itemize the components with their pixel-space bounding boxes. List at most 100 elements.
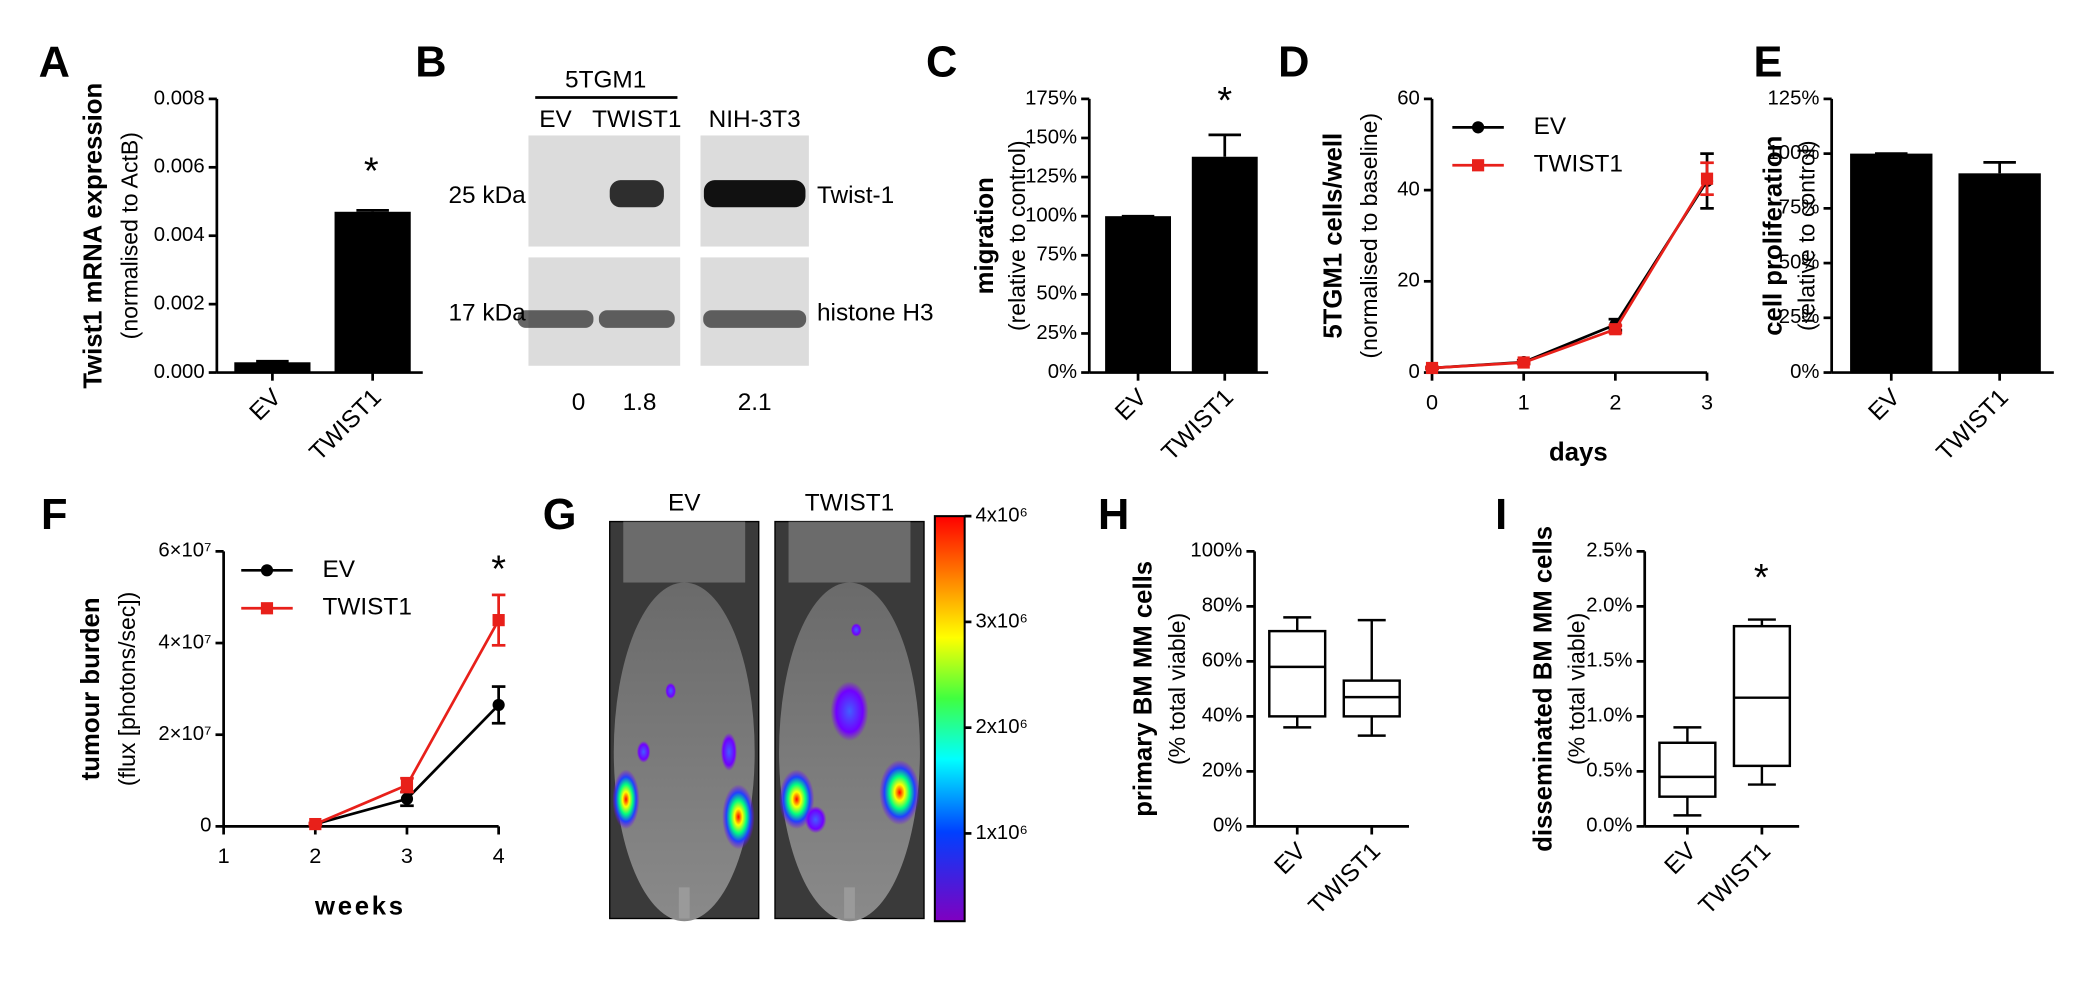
- y-tick-label: 100%: [1190, 540, 1242, 562]
- y-tick-label: 0: [200, 815, 211, 837]
- mouse-body: [779, 582, 920, 922]
- legend-marker: [1471, 121, 1485, 134]
- cage-bars: [623, 521, 746, 583]
- x-tick-label: 3: [401, 843, 413, 868]
- panel-letter: A: [39, 38, 70, 86]
- signal-spot: [636, 741, 651, 763]
- legend-label: EV: [1534, 113, 1567, 140]
- colorbar-tick-label: 2x10⁶: [975, 716, 1027, 738]
- y-tick-label: 0.006: [154, 156, 205, 178]
- y-tick-label: 0.000: [154, 361, 205, 383]
- y-tick-label: 25%: [1779, 306, 1820, 328]
- y-axis-subtitle: (normalised to ActB): [117, 132, 143, 339]
- signal-spot: [850, 623, 862, 637]
- marker: [400, 792, 414, 805]
- marker: [1517, 356, 1530, 369]
- marker: [1425, 361, 1439, 375]
- x-tick-label: TWIST1: [305, 384, 387, 466]
- y-axis-title: migration: [971, 177, 999, 294]
- y-axis-subtitle: (% total viable): [1563, 613, 1589, 765]
- mouse-body: [613, 582, 755, 922]
- mouse-tail: [844, 887, 855, 919]
- image-label: TWIST1: [805, 489, 894, 516]
- significance-mark: *: [1217, 80, 1232, 122]
- x-tick-label: EV: [1660, 837, 1703, 880]
- marker: [1700, 172, 1714, 185]
- y-tick-label: 80%: [1202, 595, 1243, 617]
- y-axis-subtitle: (flux [photons/sec]): [114, 592, 140, 786]
- marker: [492, 698, 505, 712]
- histone-band: [703, 310, 807, 328]
- protein-label: Twist-1: [817, 182, 894, 209]
- image-label: EV: [668, 489, 701, 516]
- x-tick-label: 0: [1426, 389, 1438, 414]
- y-tick-label: 40: [1397, 178, 1420, 200]
- box: [1268, 629, 1327, 718]
- y-tick-label: 150%: [1025, 126, 1077, 148]
- box: [1342, 679, 1401, 718]
- y-tick-label: 0.004: [154, 224, 205, 246]
- signal-spot: [665, 682, 677, 700]
- y-axis-title: disseminated BM MM cells: [1529, 526, 1557, 852]
- y-tick-label: 20%: [1202, 760, 1243, 782]
- y-axis-subtitle: (relative to control): [1794, 140, 1820, 331]
- y-tick-label: 0.002: [154, 293, 205, 315]
- panel-letter: B: [415, 38, 446, 86]
- marker: [492, 614, 505, 627]
- y-tick-label: 0.5%: [1586, 760, 1632, 782]
- twist-band: [703, 180, 806, 208]
- colorbar-tick-label: 3x10⁶: [975, 610, 1027, 632]
- legend-marker: [260, 564, 274, 577]
- y-tick-label: 125%: [1025, 165, 1077, 187]
- y-tick-label: 2×10⁷: [158, 723, 211, 745]
- y-tick-label: 175%: [1025, 87, 1077, 109]
- histone-band: [517, 310, 594, 328]
- twist-band: [609, 180, 664, 208]
- x-tick-label: TWIST1: [1304, 838, 1386, 920]
- colorbar-tick-label: 1x10⁶: [975, 822, 1027, 844]
- y-tick-label: 2.0%: [1586, 595, 1632, 617]
- y-tick-label: 20: [1397, 270, 1420, 292]
- bar: [1105, 216, 1172, 373]
- panel-letter: D: [1278, 38, 1309, 86]
- y-axis-subtitle: (relative to control): [1004, 140, 1030, 331]
- y-tick-label: 40%: [1202, 705, 1243, 727]
- x-axis-title: weeks: [314, 892, 406, 920]
- y-tick-label: 0%: [1790, 361, 1819, 383]
- histone-band: [598, 310, 675, 328]
- signal-spot: [879, 759, 920, 826]
- y-tick-label: 0%: [1048, 361, 1077, 383]
- panel-letter: C: [926, 38, 957, 86]
- y-tick-label: 50%: [1036, 283, 1077, 305]
- lane-label: NIH-3T3: [709, 106, 801, 133]
- quantification: 2.1: [738, 389, 772, 416]
- panel-letter: E: [1754, 38, 1783, 86]
- bar: [234, 362, 311, 373]
- x-tick-label: TWIST1: [1932, 384, 2014, 466]
- y-tick-label: 100%: [1025, 205, 1077, 227]
- size-marker: 25 kDa: [448, 182, 526, 209]
- x-tick-label: 4: [493, 843, 505, 868]
- marker: [400, 779, 414, 792]
- x-tick-label: EV: [1269, 837, 1312, 880]
- signal-spot: [779, 769, 815, 830]
- panel-letter: H: [1098, 491, 1129, 539]
- significance-mark: *: [1754, 557, 1769, 599]
- y-tick-label: 125%: [1768, 87, 1820, 109]
- cage-bars: [788, 521, 911, 583]
- x-tick-label: TWIST1: [1157, 384, 1239, 466]
- panel-letter: F: [41, 491, 67, 539]
- x-tick-label: 2: [309, 843, 321, 868]
- y-axis-title: tumour burden: [77, 597, 105, 780]
- x-tick-label: 1: [1518, 389, 1530, 414]
- panel-letter: I: [1495, 491, 1507, 539]
- y-tick-label: 60%: [1202, 650, 1243, 672]
- x-tick-label: 1: [218, 843, 230, 868]
- bar: [334, 211, 411, 373]
- signal-spot: [720, 732, 738, 771]
- panel-letter: G: [543, 491, 577, 539]
- y-tick-label: 60: [1397, 87, 1420, 109]
- marker: [309, 817, 322, 831]
- y-tick-label: 1.5%: [1586, 650, 1632, 672]
- lane-label: TWIST1: [592, 106, 681, 133]
